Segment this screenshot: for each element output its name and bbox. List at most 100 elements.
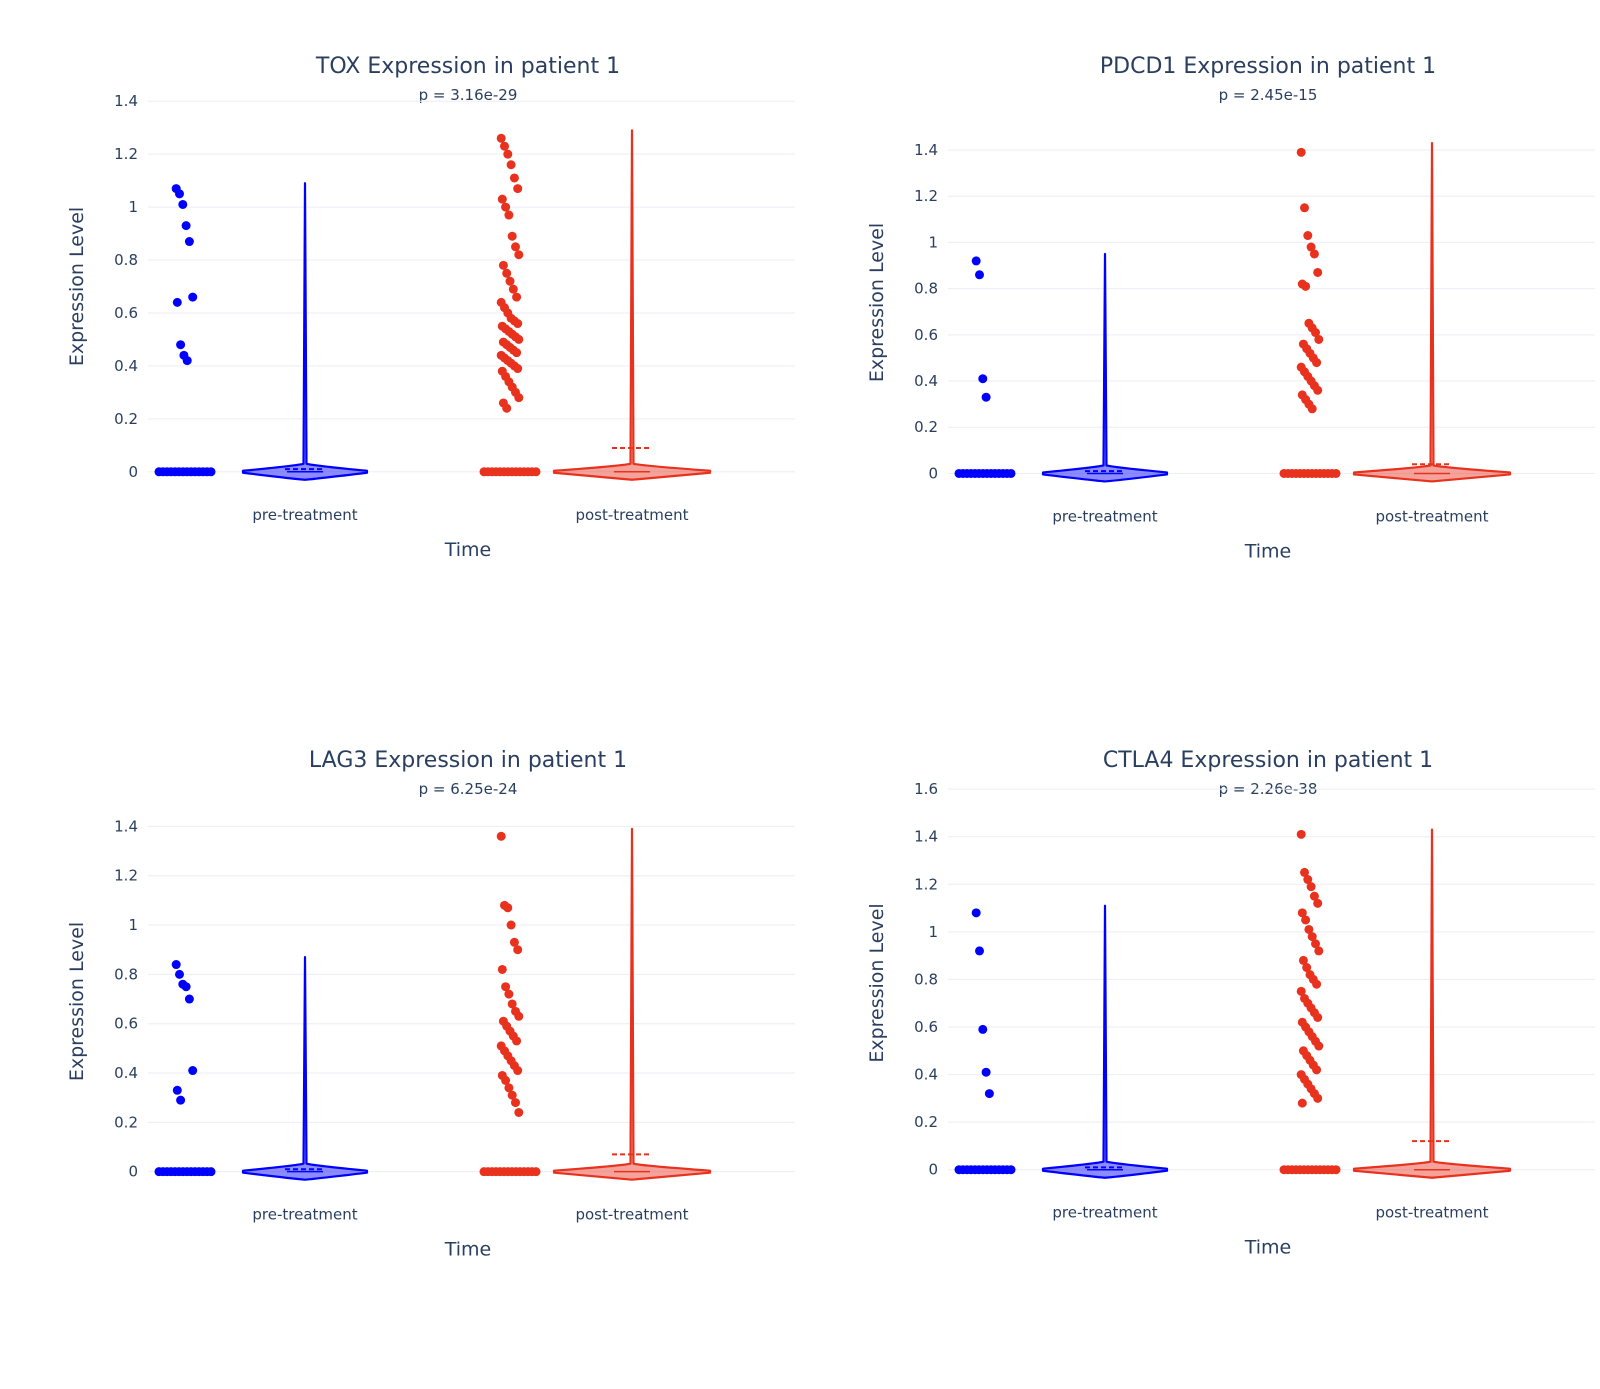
- data-point: [1304, 924, 1314, 934]
- data-point: [514, 393, 524, 403]
- data-point: [1301, 915, 1311, 925]
- data-point: [511, 242, 520, 252]
- data-point: [1313, 267, 1323, 277]
- chart-title: CTLA4 Expression in patient 1: [1103, 748, 1433, 773]
- data-point: [514, 334, 524, 344]
- data-point: [172, 297, 182, 307]
- data-point: [513, 1066, 523, 1076]
- x-axis-label: Time: [444, 539, 492, 561]
- chart-title: PDCD1 Expression in patient 1: [1100, 54, 1436, 79]
- data-point: [1313, 1093, 1323, 1103]
- data-point: [508, 284, 518, 294]
- data-point: [512, 348, 522, 358]
- data-point: [509, 937, 519, 947]
- data-point: [514, 1107, 524, 1117]
- data-point-zero: [1006, 468, 1016, 478]
- data-point: [507, 1090, 517, 1100]
- y-tick-label: 1: [928, 923, 938, 941]
- data-point: [502, 403, 512, 413]
- violin-shape: [552, 129, 712, 481]
- x-tick-label: pre-treatment: [1052, 507, 1157, 525]
- data-point: [978, 374, 988, 384]
- data-point-zero: [1006, 1165, 1016, 1175]
- y-tick-label: 1.2: [114, 145, 138, 163]
- data-point: [1314, 946, 1324, 956]
- data-point: [176, 340, 186, 350]
- chart-panel-lag3: LAG3 Expression in patient 1 p = 6.25e-24…: [0, 694, 800, 1388]
- y-tick-label: 0.4: [914, 372, 938, 390]
- data-point: [971, 908, 981, 918]
- chart-panel-tox: TOX Expression in patient 1 p = 3.16e-29 0…: [0, 0, 800, 694]
- data-point-zero: [531, 1167, 541, 1177]
- chart-title: TOX Expression in patient 1: [315, 54, 620, 79]
- data-point: [1302, 963, 1312, 973]
- data-point: [513, 184, 523, 194]
- x-tick-label: pre-treatment: [252, 1206, 357, 1224]
- data-point: [1298, 955, 1308, 965]
- data-point: [181, 221, 191, 231]
- y-axis-label: Expression Level: [866, 903, 888, 1062]
- y-tick-label: 1: [928, 233, 938, 251]
- y-tick-label: 0.2: [114, 410, 138, 428]
- y-axis-label: Expression Level: [66, 207, 88, 366]
- data-point: [1309, 891, 1319, 901]
- data-point: [500, 141, 509, 151]
- data-point: [506, 920, 516, 930]
- data-point: [511, 1098, 520, 1108]
- data-point: [181, 982, 191, 992]
- y-tick-label: 0: [928, 464, 938, 482]
- y-axis-label: Expression Level: [866, 223, 888, 382]
- data-point: [1314, 334, 1324, 344]
- data-point-zero: [1331, 1165, 1341, 1175]
- data-point: [1313, 1012, 1323, 1022]
- data-point: [513, 319, 523, 329]
- data-point: [1306, 882, 1316, 892]
- x-tick-label: post-treatment: [575, 506, 688, 524]
- data-point: [1311, 328, 1320, 338]
- data-point: [1311, 939, 1320, 949]
- chart-subtitle: p = 6.25e-24: [419, 780, 518, 798]
- chart-ctla4: CTLA4 Expression in patient 1p = 2.26e-3…: [866, 748, 1595, 1259]
- y-tick-label: 0.6: [914, 1018, 938, 1036]
- y-tick-label: 0.2: [914, 418, 938, 436]
- data-point: [188, 292, 198, 302]
- data-point: [1314, 1041, 1324, 1051]
- data-point: [1312, 979, 1322, 989]
- data-point: [1297, 1098, 1307, 1108]
- chart-panel-pdcd1: PDCD1 Expression in patient 1 p = 2.45e-1…: [800, 0, 1600, 694]
- data-point: [182, 356, 192, 366]
- data-point: [1307, 404, 1317, 414]
- data-point: [176, 1095, 186, 1105]
- violin-shape: [552, 827, 712, 1181]
- data-point-zero: [1331, 468, 1341, 478]
- y-tick-label: 1.4: [914, 141, 938, 159]
- y-tick-label: 0.4: [114, 357, 138, 375]
- y-tick-label: 0: [928, 1161, 938, 1179]
- data-point: [981, 392, 991, 402]
- data-point: [184, 994, 194, 1004]
- y-tick-label: 0.2: [114, 1113, 138, 1131]
- y-tick-label: 0.8: [914, 970, 938, 988]
- data-point: [507, 999, 517, 1009]
- data-point: [1307, 932, 1317, 942]
- data-point: [506, 160, 516, 170]
- data-point: [1312, 358, 1322, 368]
- chart-subtitle: p = 2.45e-15: [1219, 86, 1318, 104]
- y-tick-label: 0: [128, 463, 138, 481]
- y-tick-label: 1.2: [914, 187, 938, 205]
- violin-shape: [1352, 828, 1512, 1179]
- data-point: [507, 231, 517, 241]
- data-point: [497, 964, 507, 974]
- data-point-zero: [206, 1167, 216, 1177]
- data-point: [513, 945, 523, 955]
- data-point: [514, 250, 524, 260]
- data-point: [501, 202, 511, 212]
- data-point: [978, 1024, 988, 1034]
- data-point: [975, 270, 984, 280]
- violin-shape: [1041, 252, 1169, 483]
- data-point: [501, 1075, 511, 1085]
- data-point: [513, 364, 523, 374]
- x-axis-label: Time: [444, 1239, 492, 1261]
- y-tick-label: 0.6: [914, 326, 938, 344]
- data-point: [505, 276, 515, 286]
